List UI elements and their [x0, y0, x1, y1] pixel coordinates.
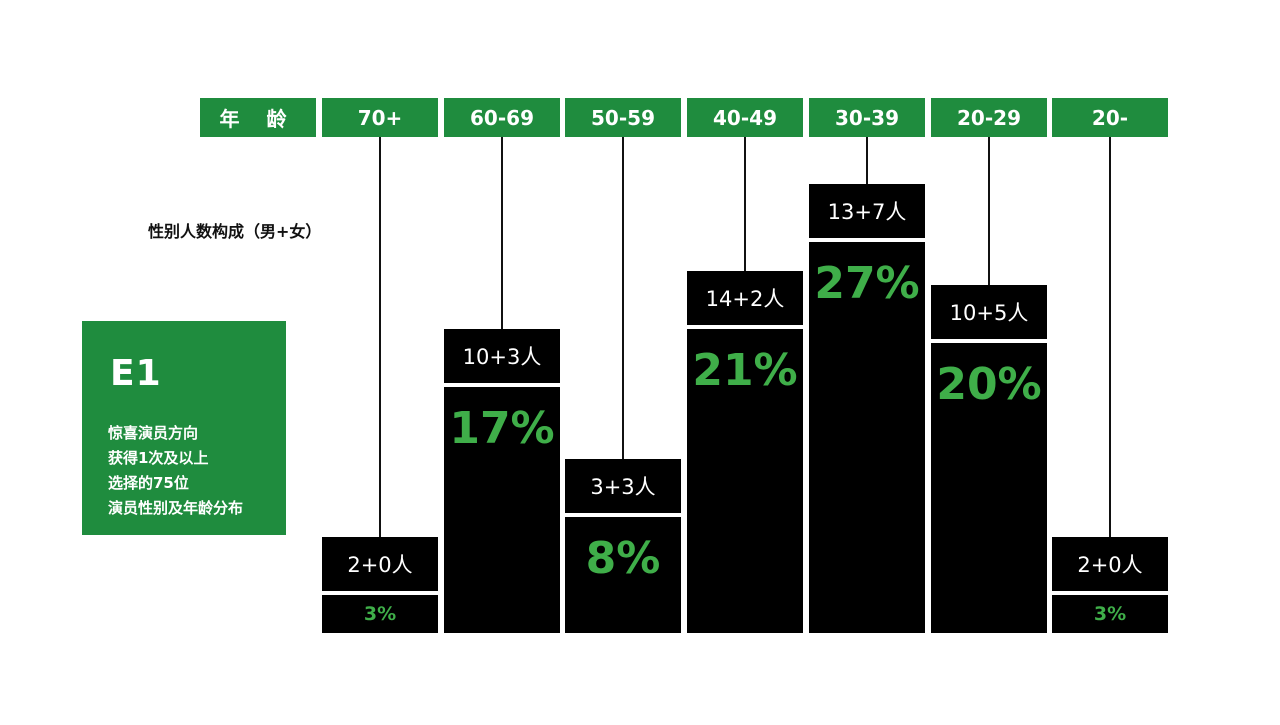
count-label: 14+2人: [687, 271, 803, 325]
info-line: 演员性别及年龄分布: [108, 499, 244, 517]
age-header-cell: 60-69: [444, 98, 560, 137]
info-line: 惊喜演员方向: [108, 424, 199, 442]
count-label: 10+5人: [931, 285, 1047, 339]
gender-composition-label: 性别人数构成（男+女）: [148, 222, 322, 241]
connector-line: [622, 137, 624, 459]
age-header-cell: 40-49: [687, 98, 803, 137]
age-header-label: 年 龄: [200, 98, 316, 137]
age-header-cell: 50-59: [565, 98, 681, 137]
age-header-cell: 70+: [322, 98, 438, 137]
age-header-cell: 20-29: [931, 98, 1047, 137]
info-panel: E1 惊喜演员方向 获得1次及以上 选择的75位 演员性别及年龄分布: [82, 321, 286, 535]
info-code: E1: [110, 353, 162, 394]
bar: 27%: [809, 242, 925, 633]
bar: 8%: [565, 517, 681, 633]
info-line: 获得1次及以上: [108, 449, 209, 467]
connector-line: [1109, 137, 1111, 537]
connector-line: [501, 137, 503, 329]
count-label: 2+0人: [322, 537, 438, 591]
count-label: 3+3人: [565, 459, 681, 513]
count-label: 2+0人: [1052, 537, 1168, 591]
count-label: 10+3人: [444, 329, 560, 383]
bar: 3%: [322, 595, 438, 633]
info-description: 惊喜演员方向 获得1次及以上 选择的75位 演员性别及年龄分布: [108, 421, 243, 521]
age-header-cell: 30-39: [809, 98, 925, 137]
bar: 17%: [444, 387, 560, 633]
connector-line: [988, 137, 990, 285]
bar: 21%: [687, 329, 803, 633]
bar: 20%: [931, 343, 1047, 633]
connector-line: [744, 137, 746, 271]
count-label: 13+7人: [809, 184, 925, 238]
connector-line: [379, 137, 381, 537]
age-header-cell: 20-: [1052, 98, 1168, 137]
info-line: 选择的75位: [108, 474, 189, 492]
bar: 3%: [1052, 595, 1168, 633]
connector-line: [866, 137, 868, 184]
